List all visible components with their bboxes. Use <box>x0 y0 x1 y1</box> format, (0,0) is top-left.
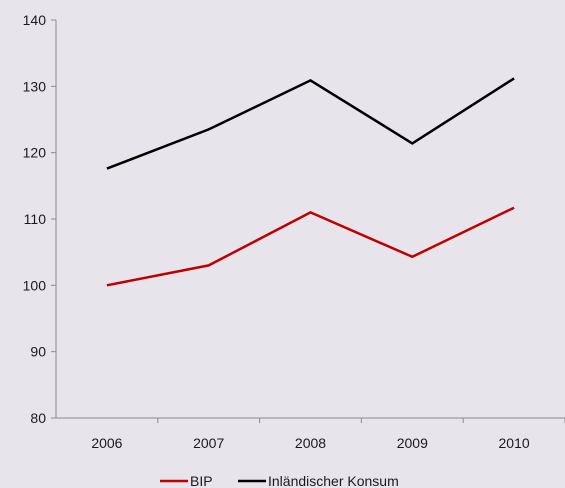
y-tick-label: 120 <box>23 145 47 161</box>
legend-item: Inländischer Konsum <box>238 473 399 488</box>
y-tick-label: 130 <box>23 78 47 94</box>
series-line-1 <box>106 77 515 170</box>
legend-label: Inländischer Konsum <box>268 473 399 488</box>
y-tick-label: 80 <box>30 410 46 426</box>
legend-item: BIP <box>160 473 213 488</box>
legend: BIP Inländischer Konsum <box>160 473 399 488</box>
x-tick-label: 2008 <box>295 435 326 451</box>
y-tick-label: 90 <box>30 344 46 360</box>
legend-label: BIP <box>190 473 213 488</box>
tick-labels: 80 90 100 110 120 130 140 2006 2007 2008 2009 2010 <box>23 12 530 451</box>
x-tick-label: 2010 <box>499 435 530 451</box>
y-tick-label: 100 <box>23 277 47 293</box>
series-line-0 <box>106 206 515 287</box>
x-tick-label: 2009 <box>397 435 428 451</box>
x-tick-label: 2007 <box>193 435 224 451</box>
x-tick-label: 2006 <box>91 435 122 451</box>
y-tick-label: 140 <box>23 12 47 28</box>
y-tick-label: 110 <box>24 211 47 227</box>
axes <box>51 19 565 423</box>
series-lines <box>106 77 515 287</box>
